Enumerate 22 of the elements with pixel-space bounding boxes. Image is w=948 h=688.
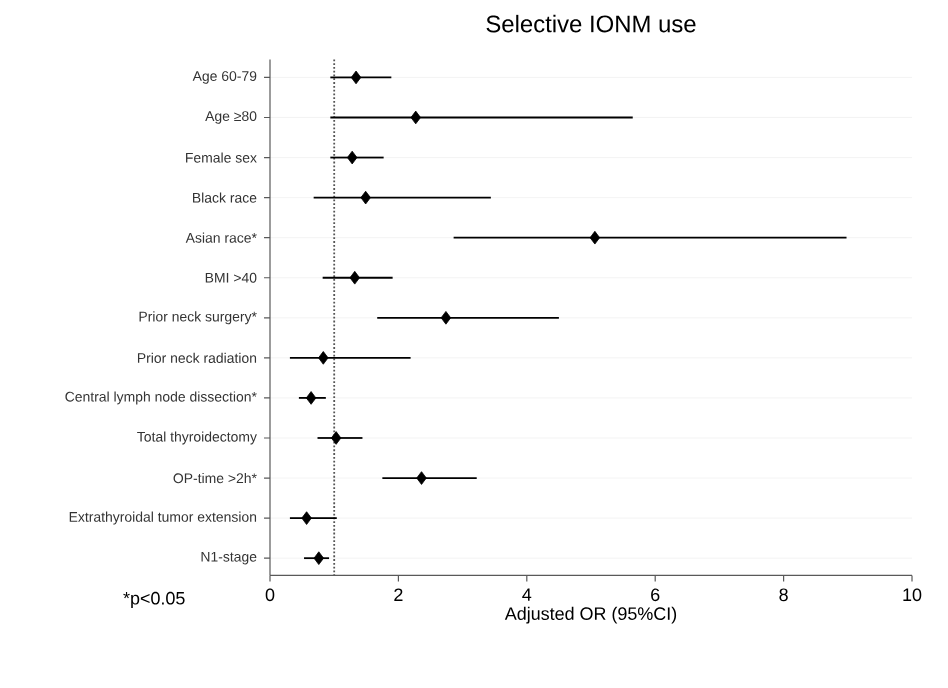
x-tick-label: 6: [651, 588, 660, 602]
point: [410, 110, 421, 125]
point: [301, 511, 312, 525]
point: [360, 190, 371, 205]
point: [349, 270, 360, 285]
x-tick-label: 0: [265, 588, 275, 602]
point: [313, 551, 324, 565]
point: [440, 311, 452, 325]
x-tick-label: 8: [779, 588, 788, 602]
point: [350, 70, 362, 85]
point: [305, 391, 317, 405]
point: [318, 351, 329, 365]
chart-title: Selective IONM use: [486, 14, 696, 33]
point: [330, 431, 342, 445]
point: [589, 230, 601, 245]
point: [416, 471, 427, 485]
text: *p<0.05: [123, 591, 185, 609]
x-tick-label: 2: [394, 588, 403, 601]
x-tick-label: 10: [903, 588, 922, 602]
x-tick-label: 4: [522, 588, 532, 601]
x-axis-title: Adjusted OR (95%CI): [504, 606, 677, 624]
point: [347, 150, 358, 165]
